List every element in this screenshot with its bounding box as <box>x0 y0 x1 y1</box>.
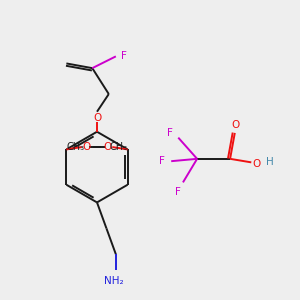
Text: CH₃: CH₃ <box>109 142 127 152</box>
Text: O: O <box>232 120 240 130</box>
Text: O: O <box>103 142 112 152</box>
Text: F: F <box>175 187 181 197</box>
Text: O: O <box>252 158 260 169</box>
Text: CH₃: CH₃ <box>67 142 85 152</box>
Text: F: F <box>167 128 173 138</box>
Text: H: H <box>266 158 274 167</box>
Text: O: O <box>82 142 91 152</box>
Text: NH₂: NH₂ <box>104 276 123 286</box>
Text: F: F <box>159 156 165 166</box>
Text: F: F <box>121 51 127 62</box>
Text: O: O <box>93 112 101 123</box>
